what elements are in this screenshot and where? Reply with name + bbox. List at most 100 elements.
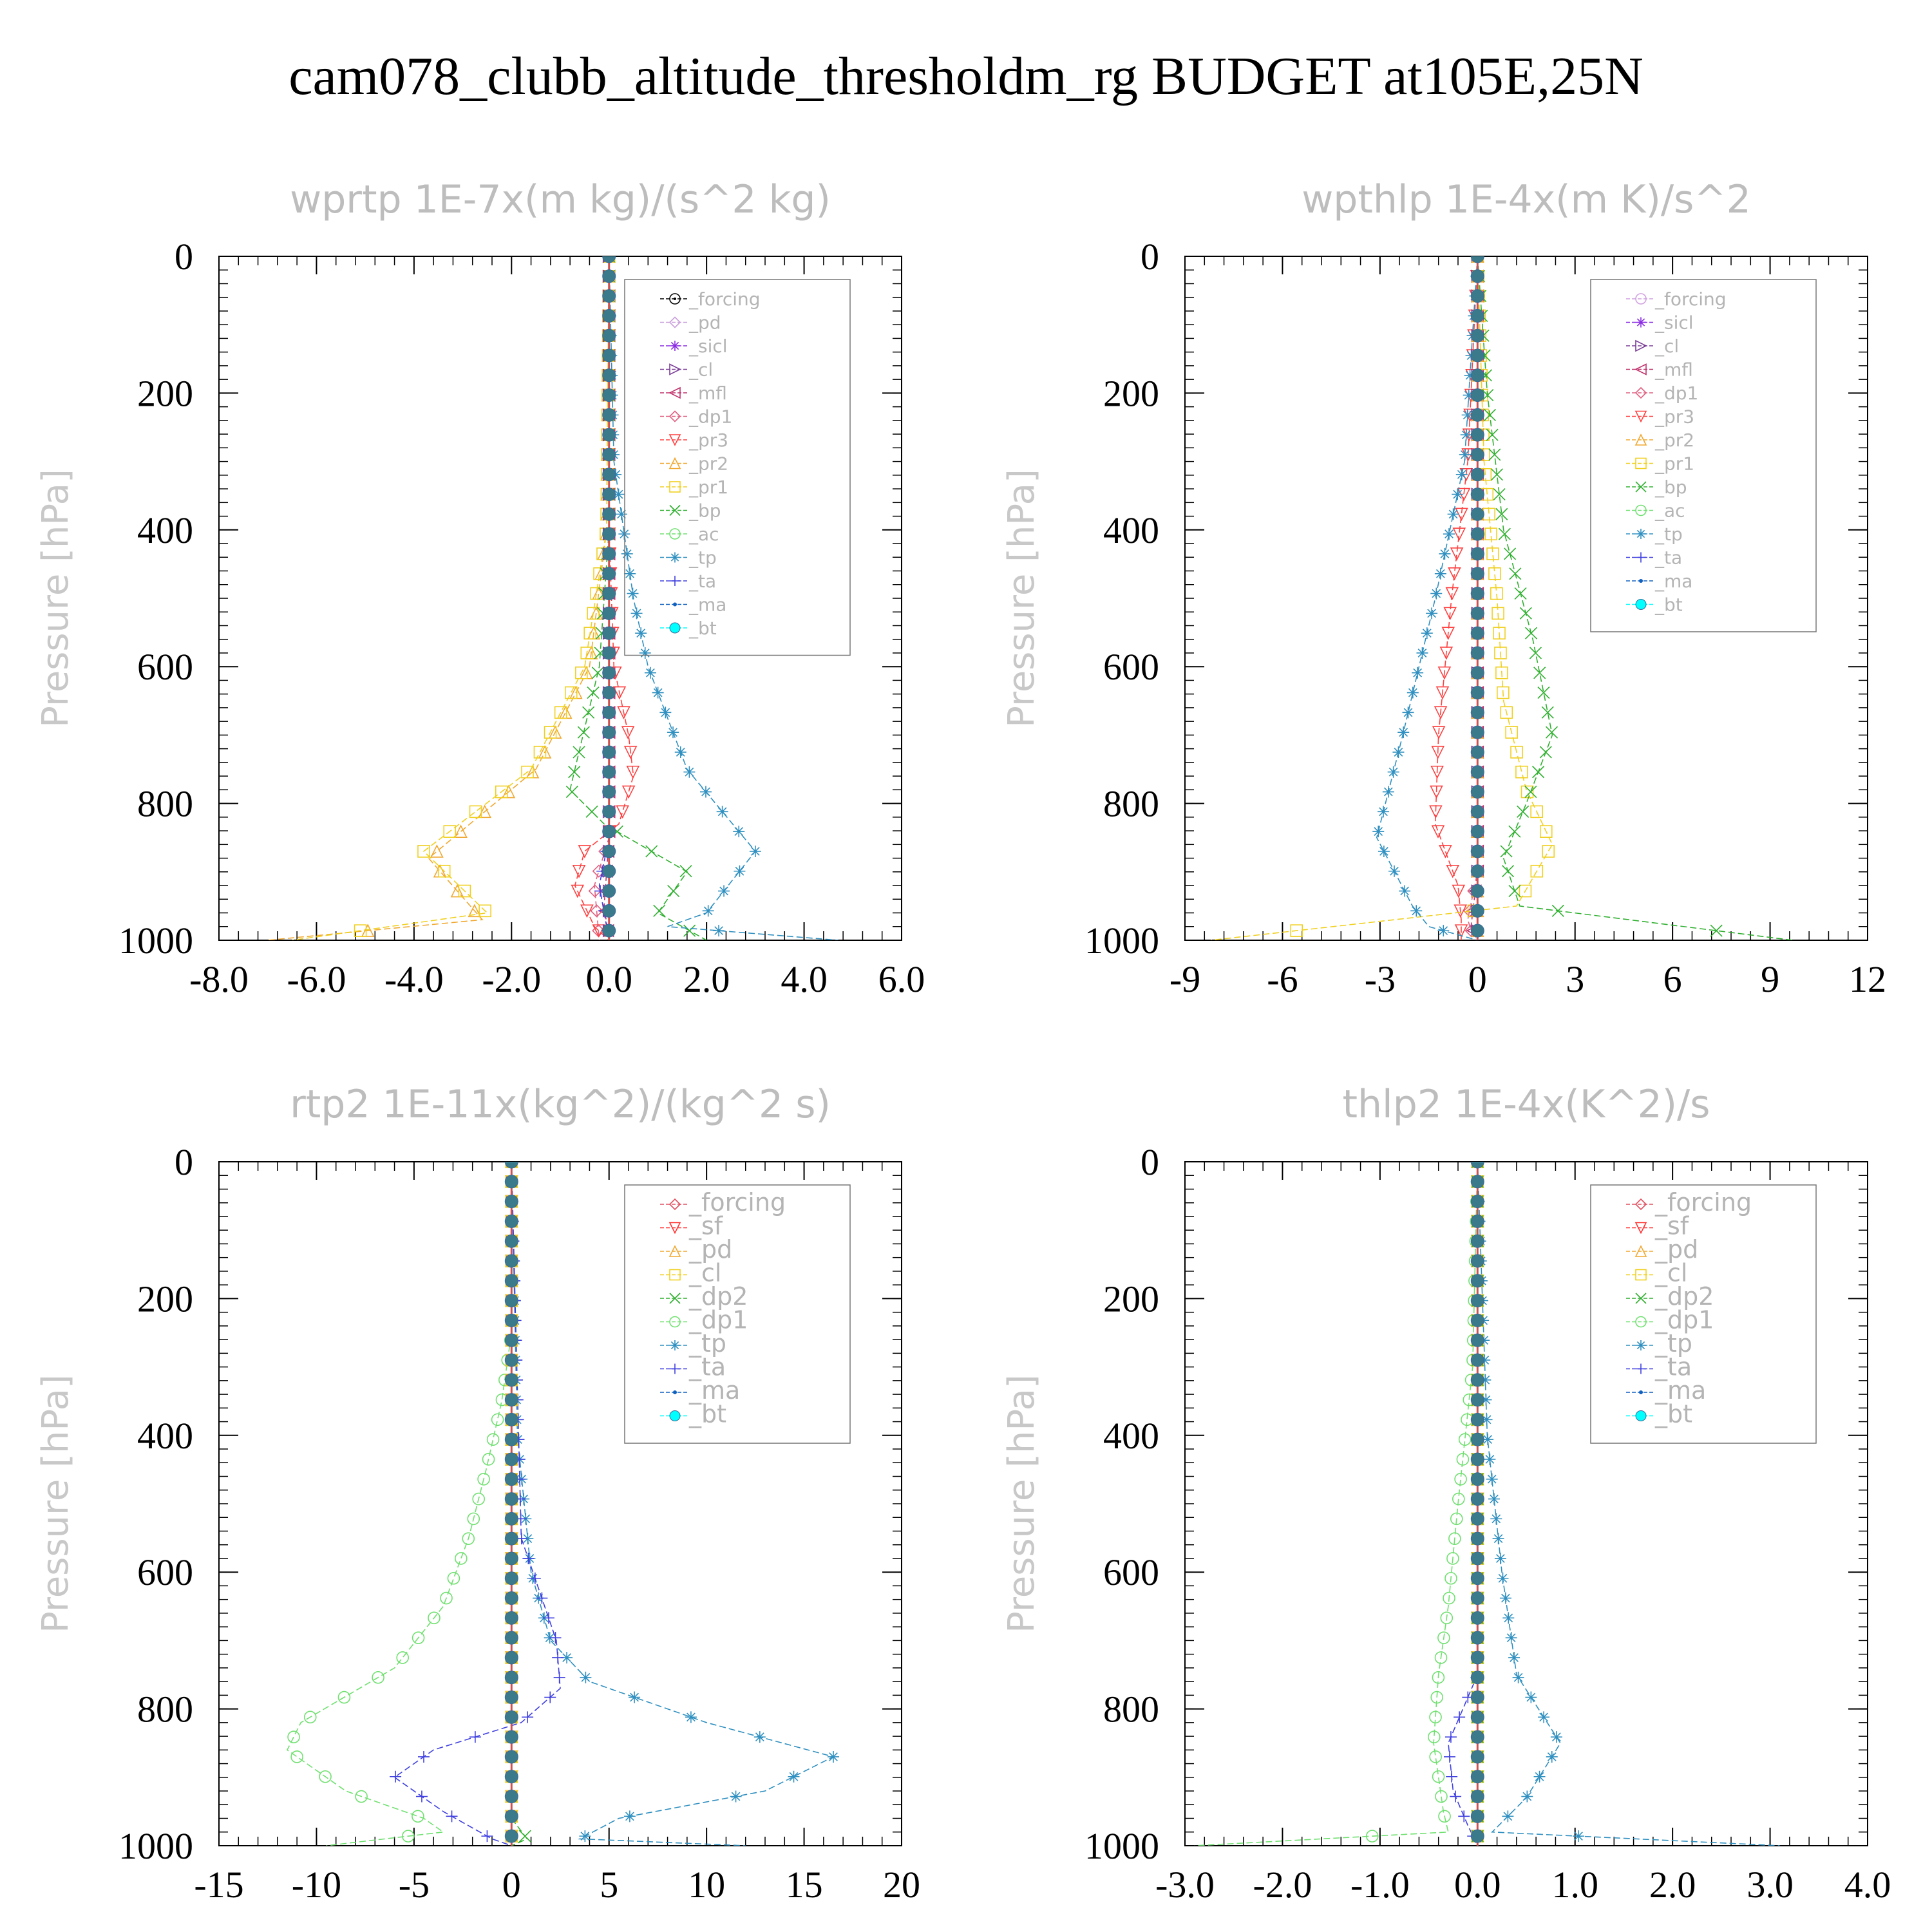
x-tick-label: -3.0 (1155, 1864, 1215, 1906)
data-point (1470, 1511, 1484, 1526)
data-point (1636, 1340, 1646, 1350)
panel-title: thlp2 1E-4x(K^2)/s (1342, 1082, 1710, 1127)
data-point (630, 607, 643, 620)
legend-item-pd: _pd (660, 312, 721, 334)
x-tick-label: -10 (292, 1864, 341, 1906)
data-point (337, 1690, 351, 1704)
data-point (1470, 488, 1484, 502)
data-point (602, 547, 616, 561)
data-point (753, 1731, 766, 1743)
data-point (502, 784, 516, 799)
data-point (554, 706, 567, 719)
data-point (1447, 508, 1459, 520)
data-point (1470, 1432, 1484, 1446)
data-point (1438, 1810, 1451, 1823)
data-point (1634, 1245, 1647, 1257)
data-point (788, 1770, 800, 1783)
data-point (536, 1592, 548, 1604)
data-point (1470, 765, 1484, 779)
data-point (1382, 786, 1394, 798)
legend-label: _pr2 (688, 453, 728, 475)
data-point (624, 567, 636, 580)
data-point (1460, 429, 1472, 441)
data-point (1450, 547, 1464, 561)
data-point (602, 705, 616, 719)
x-tick-label: 20 (883, 1864, 920, 1906)
data-point (588, 884, 601, 898)
legend-item-pr1: _pr1 (660, 477, 728, 498)
plot-frame (218, 256, 902, 941)
data-point (612, 686, 627, 700)
data-point (440, 1591, 453, 1605)
data-point (602, 844, 616, 858)
series-line (393, 1162, 561, 1846)
data-point (1533, 667, 1546, 679)
data-point (645, 845, 658, 858)
data-point (458, 884, 471, 898)
legend-label: _cl (1654, 336, 1679, 357)
legend-item-bt: _bt (1626, 594, 1683, 616)
data-point (1444, 1750, 1456, 1763)
data-point (504, 1274, 518, 1288)
data-point (602, 468, 616, 482)
data-point (504, 1333, 518, 1347)
series-tp (1472, 1162, 1780, 1846)
data-point (504, 1750, 518, 1764)
data-point (1481, 1414, 1493, 1426)
data-point (1494, 1552, 1506, 1564)
panel-2: wpthlp 1E-4x(m K)/s^2 Pressure [hPa] -9 -6 -… (1001, 177, 1886, 1000)
data-point (1495, 507, 1508, 520)
data-point (1470, 1234, 1484, 1248)
data-point (412, 1810, 424, 1823)
data-point (504, 1511, 518, 1526)
legend-label: _pr2 (1654, 430, 1694, 451)
data-point (602, 606, 616, 620)
legend-label: _bt (1654, 594, 1683, 616)
data-point (1488, 448, 1501, 461)
x-tick-label: 1.0 (1551, 1864, 1598, 1906)
data-point (1486, 547, 1499, 560)
data-point (1464, 369, 1476, 381)
x-tick-label: 6 (1663, 958, 1682, 1000)
data-point (504, 1611, 518, 1625)
data-point (372, 1671, 384, 1684)
legend-label: _bp (1654, 477, 1687, 498)
x-tick-label: -1.0 (1350, 1864, 1410, 1906)
data-point (572, 864, 586, 878)
legend-label: _ta (688, 1353, 726, 1381)
data-point (1470, 1294, 1484, 1308)
data-point (828, 1750, 839, 1763)
data-point (1470, 1472, 1484, 1486)
data-point (1500, 845, 1513, 858)
data-point (1430, 587, 1443, 600)
legend: _forcing_sf_pd_cl_dp2_dp1_tp_ta_ma_bt (1590, 1184, 1817, 1444)
legend-item-cl: _cl (1626, 1259, 1687, 1287)
legend-label: _bt (688, 618, 717, 639)
data-point (602, 824, 616, 838)
data-point (504, 1472, 518, 1486)
legend-item-tp: _tp (1626, 524, 1683, 545)
data-point (1634, 433, 1647, 446)
data-point (518, 1830, 531, 1842)
data-point (1508, 825, 1521, 838)
data-point (602, 388, 616, 402)
data-point (495, 785, 508, 799)
data-point (1387, 766, 1399, 778)
data-point (602, 368, 616, 383)
data-point (415, 1790, 428, 1803)
legend-item-ta: _ta (1626, 1353, 1692, 1381)
y-tick-label: 1000 (1084, 1825, 1159, 1867)
data-point (1498, 527, 1511, 540)
data-point (504, 1412, 518, 1426)
data-point (669, 481, 681, 493)
data-point (1636, 317, 1646, 328)
data-point (1470, 844, 1484, 858)
data-point (558, 705, 573, 719)
data-point (571, 884, 585, 898)
data-point (1470, 1829, 1484, 1843)
data-point (583, 627, 597, 639)
data-point (590, 904, 603, 918)
data-point (1439, 547, 1451, 560)
y-tick-label: 1000 (118, 920, 193, 961)
data-point (361, 923, 375, 937)
